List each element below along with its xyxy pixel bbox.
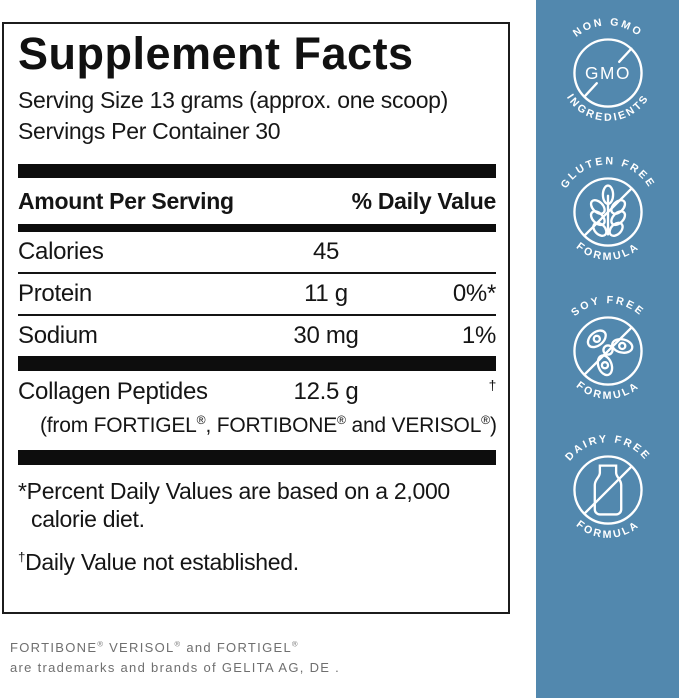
trademark-line2: are trademarks and brands of GELITA AG, …	[10, 660, 341, 676]
badge-top-text: NON GMO	[570, 16, 642, 39]
badge-soy-free: SOY FREE FORMULA	[569, 294, 647, 402]
servings-per-container: Servings Per Container 30	[18, 117, 281, 144]
svg-text:GMO: GMO	[584, 63, 630, 83]
amount-per-serving-header: Amount Per Serving	[18, 187, 234, 214]
divider-thick-top	[18, 163, 496, 178]
badge-gluten-free: GLUTEN FREE FORMULA	[558, 155, 655, 263]
table-header-row: Amount Per Serving % Daily Value	[18, 178, 496, 224]
svg-text:FORMULA: FORMULA	[573, 379, 641, 401]
nutrient-name: Collagen Peptides	[18, 378, 208, 406]
soy-icon	[586, 329, 633, 377]
table-row-collagen: Collagen Peptides 12.5 g †	[18, 371, 496, 414]
wheat-icon	[589, 184, 626, 237]
collagen-source-line: (from FORTIGEL®, FORTIBONE® and VERISOL®…	[40, 412, 497, 437]
nutrient-dv: 1%	[461, 321, 496, 349]
svg-text:DAIRY FREE: DAIRY FREE	[563, 433, 653, 463]
table-row-calories: Calories 45	[18, 232, 496, 272]
nutrient-name: Protein	[18, 279, 92, 307]
trademark-footer: FORTIBONE® VERISOL® and FORTIGEL® are tr…	[10, 638, 340, 678]
nutrient-amount: 45	[312, 237, 340, 265]
panel-title: Supplement Facts	[18, 28, 414, 79]
svg-text:INGREDIENTS: INGREDIENTS	[564, 92, 652, 124]
badge-circle	[572, 38, 643, 108]
slash-icon	[582, 187, 633, 237]
gmo-icon: GMO	[582, 47, 633, 98]
slash-icon	[617, 47, 633, 64]
certification-sidebar: GMO NON GMO INGREDIENTS	[536, 0, 679, 698]
badge-bottom-text: FORMULA	[573, 518, 639, 540]
badge-bottom-text: FORMULA	[573, 240, 639, 262]
table-row-protein: Protein 11 g 0%*	[18, 271, 496, 314]
slash-icon	[582, 465, 633, 515]
nutrient-dv-dagger: †	[488, 377, 497, 394]
divider-thick-bottom	[18, 449, 496, 465]
badge-top-text: SOY FREE	[569, 294, 644, 319]
badge-circle	[572, 316, 643, 386]
svg-text:NON GMO: NON GMO	[570, 16, 644, 39]
badge-bottom-text: INGREDIENTS	[564, 92, 649, 124]
nutrient-name: Sodium	[18, 321, 98, 349]
table-row-sodium: Sodium 30 mg 1%	[18, 313, 496, 356]
svg-text:FORMULA: FORMULA	[573, 518, 641, 540]
divider-thick-middle	[18, 355, 496, 371]
supplement-facts-panel: Supplement Facts Serving Size 13 grams (…	[2, 22, 510, 614]
nutrient-amount: 11 g	[304, 279, 348, 307]
nutrient-name: Calories	[18, 237, 104, 265]
badge-circle	[572, 455, 643, 525]
slash-icon	[582, 326, 633, 376]
nutrient-amount: 30 mg	[293, 321, 359, 349]
badge-top-text: DAIRY FREE	[563, 433, 651, 463]
badge-dairy-free: DAIRY FREE FORMULA	[563, 433, 653, 541]
badge-circle	[572, 177, 643, 247]
serving-size: Serving Size 13 grams (approx. one scoop…	[18, 86, 449, 113]
trademark-line1: FORTIBONE® VERISOL® and FORTIGEL®	[10, 639, 299, 655]
slash-icon	[582, 82, 598, 98]
svg-text:SOY FREE: SOY FREE	[569, 294, 647, 319]
nutrient-dv: 0%*	[452, 279, 496, 307]
nutrient-amount: 12.5 g	[293, 378, 359, 406]
divider-medium	[18, 223, 496, 232]
daily-value-header: % Daily Value	[351, 187, 497, 214]
badge-bottom-text: FORMULA	[573, 379, 639, 401]
svg-text:FORMULA: FORMULA	[573, 240, 641, 262]
footnote-daily-values: *Percent Daily Values are based on a 2,0…	[18, 477, 450, 533]
badge-non-gmo: GMO NON GMO INGREDIENTS	[564, 16, 652, 124]
footnote-dagger: †Daily Value not established.	[18, 549, 299, 576]
